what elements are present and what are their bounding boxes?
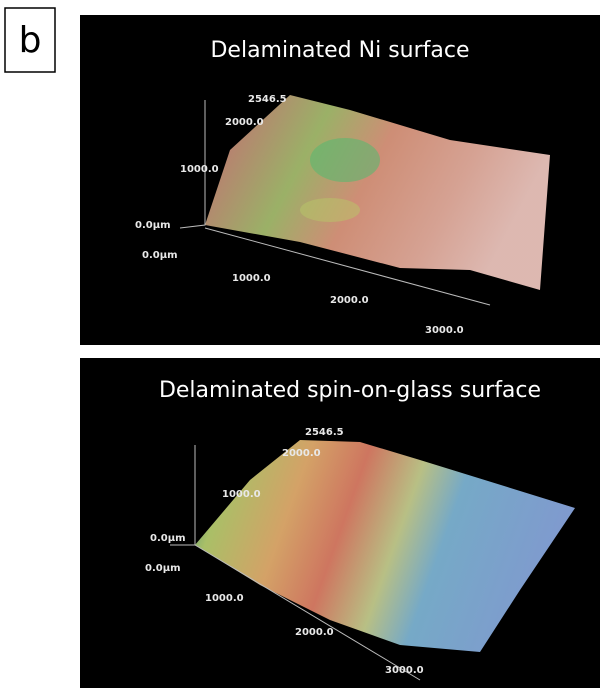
panel-title: Delaminated Ni surface xyxy=(210,38,469,63)
tick-label: 3000.0 xyxy=(385,665,424,676)
tick-label: 1000.0 xyxy=(222,489,261,500)
panel-label: b xyxy=(19,20,42,61)
tick-label: 0.0µm xyxy=(135,220,171,231)
tick-label: 1000.0 xyxy=(205,593,244,604)
tick-label: 3000.0 xyxy=(425,325,464,336)
tick-label: 2000.0 xyxy=(225,117,264,128)
tick-label: 1000.0 xyxy=(180,164,219,175)
tick-label: 2546.5 xyxy=(248,94,287,105)
tick-label: 0.0µm xyxy=(145,563,181,574)
tick-label: 2546.5 xyxy=(305,427,344,438)
tick-label: 2000.0 xyxy=(282,448,321,459)
surface-feature xyxy=(310,138,380,182)
figure: b Delaminated Ni surface 2546.5 2000.0 1… xyxy=(0,0,605,688)
tick-label: 1000.0 xyxy=(232,273,271,284)
tick-label: 0.0µm xyxy=(142,250,178,261)
tick-label: 2000.0 xyxy=(330,295,369,306)
panel-title: Delaminated spin-on-glass surface xyxy=(159,378,541,403)
tick-label: 2000.0 xyxy=(295,627,334,638)
tick-label: 0.0µm xyxy=(150,533,186,544)
surface-feature xyxy=(300,198,360,222)
